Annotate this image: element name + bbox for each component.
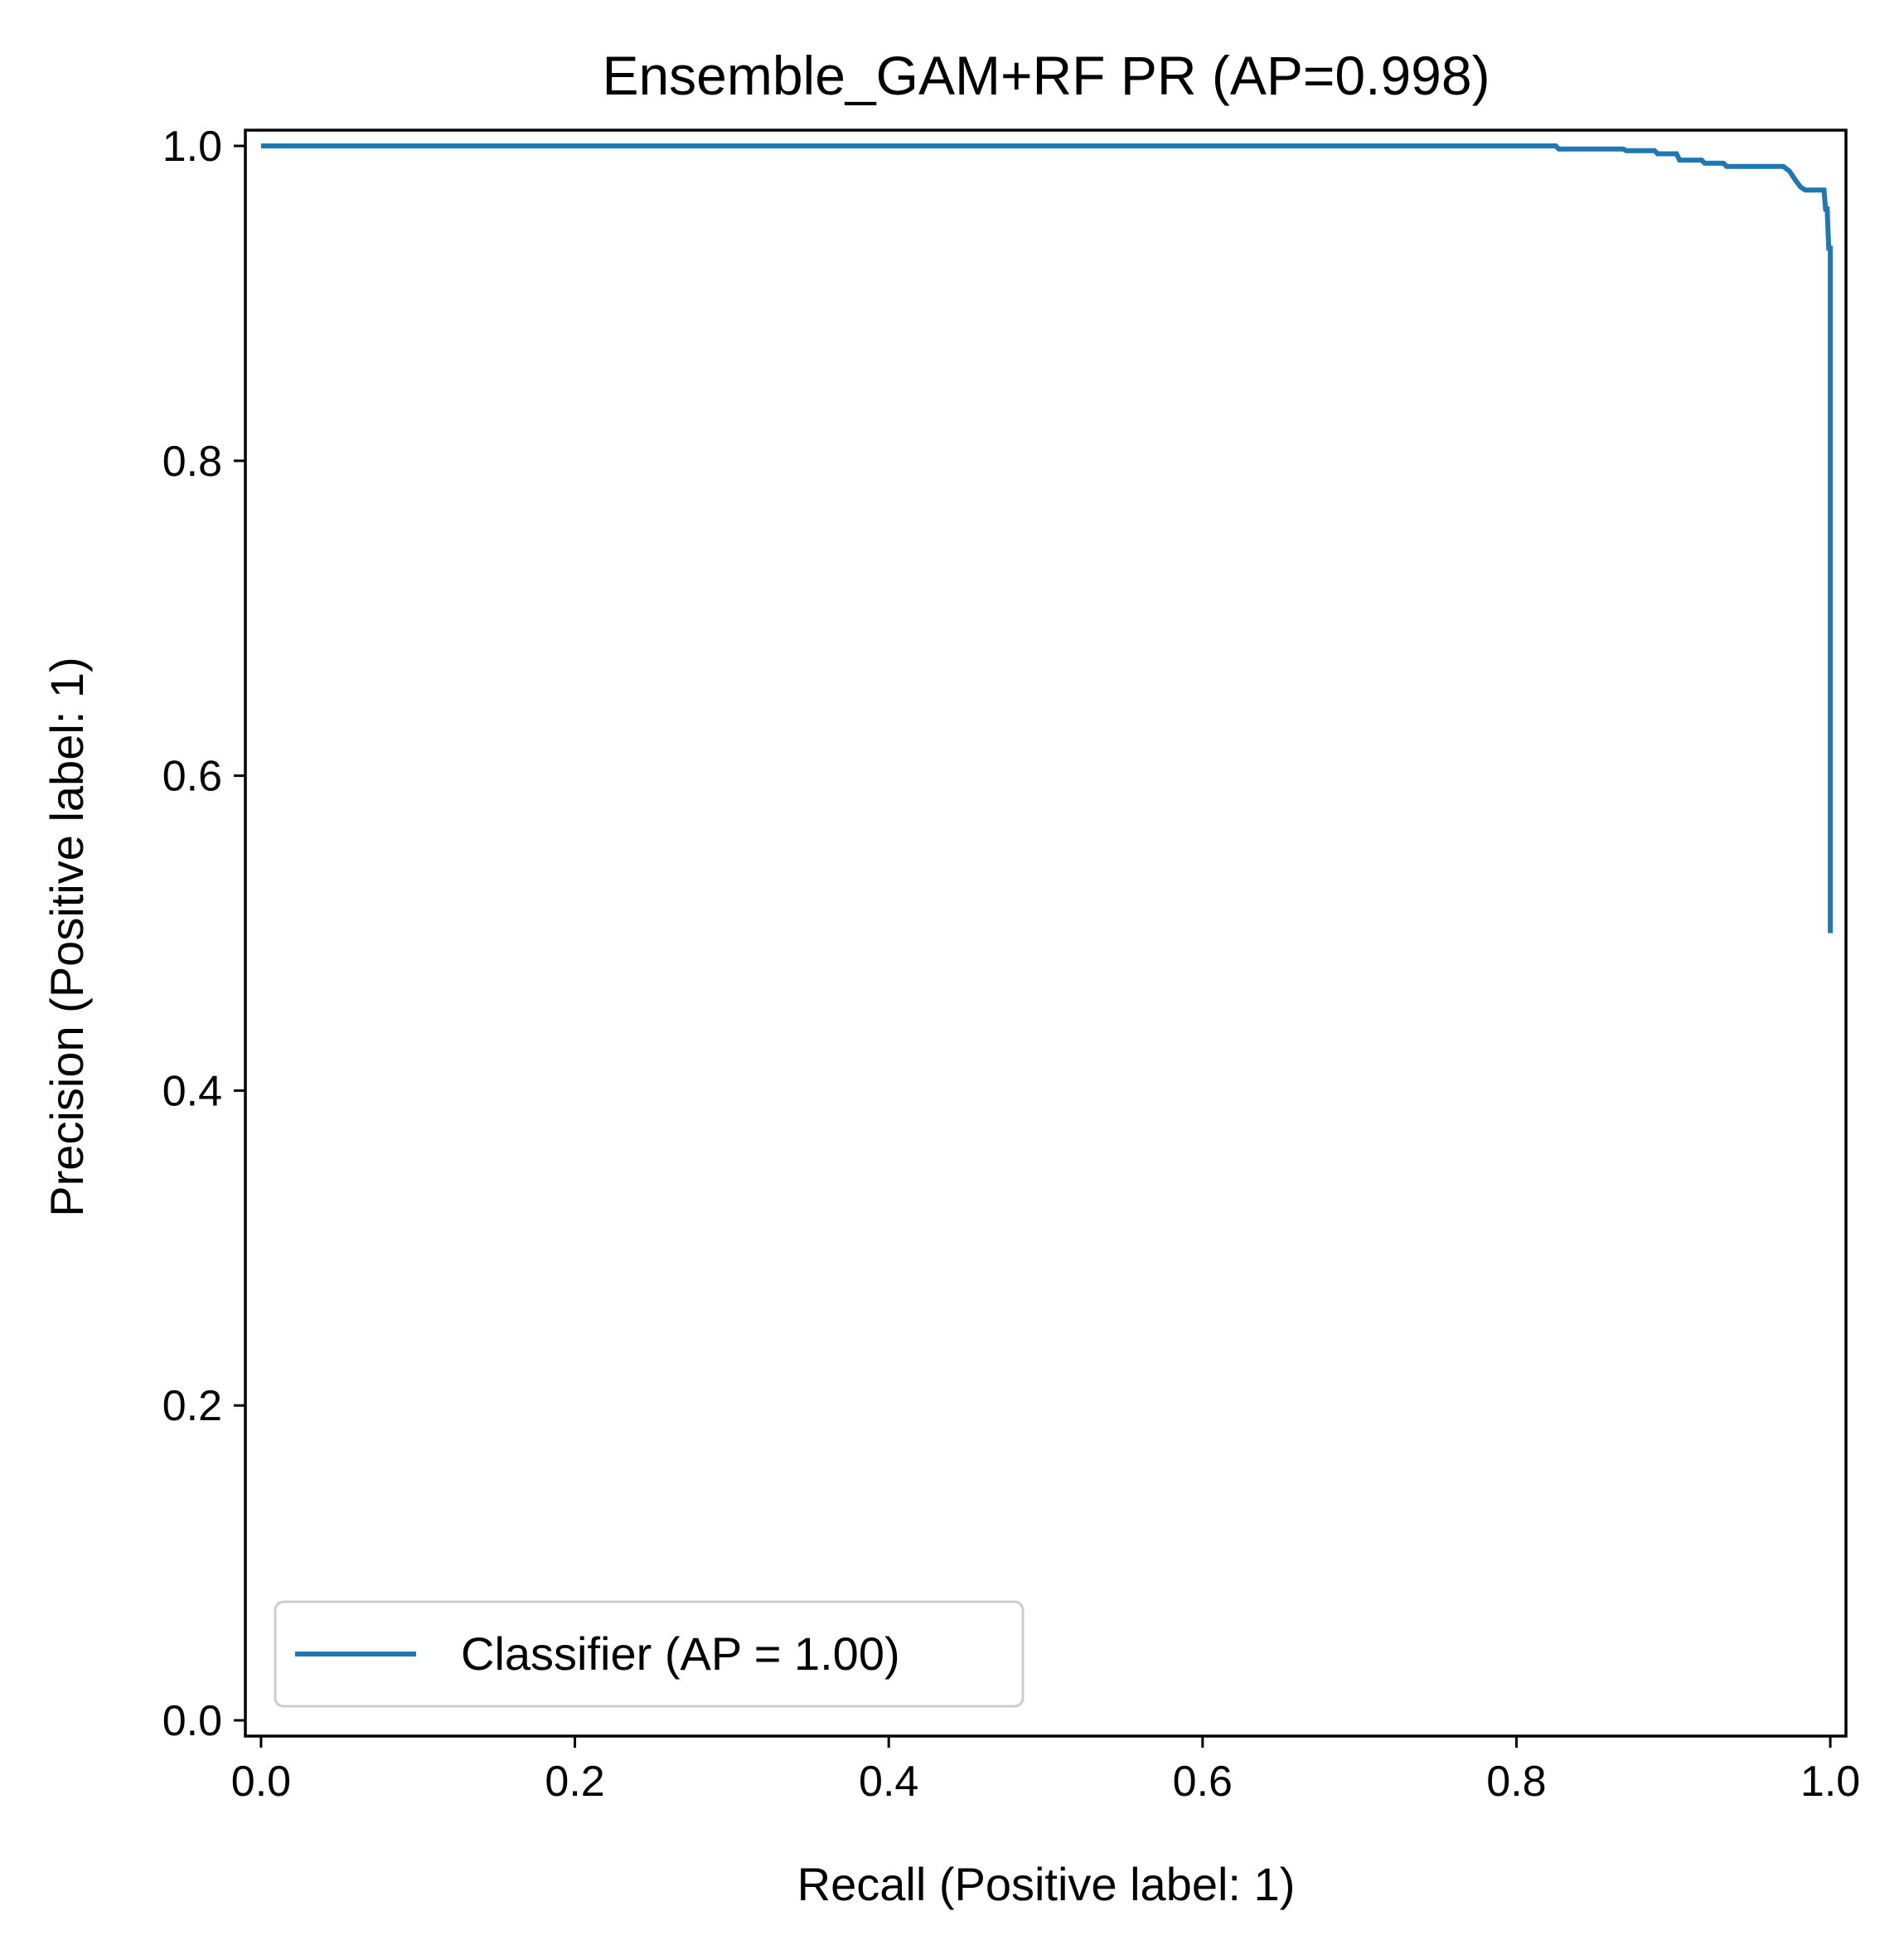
y-tick-label: 0.4 [162,1067,222,1115]
plot-frame [244,129,1848,1738]
y-tick-label: 0.2 [162,1382,222,1430]
x-tick-label: 0.2 [545,1758,604,1806]
legend-entry-label: Classifier (AP = 1.00) [461,1627,900,1680]
y-tick-label: 0.0 [162,1697,222,1745]
chart-title: Ensemble_GAM+RF PR (AP=0.998) [602,45,1490,106]
y-tick-label: 1.0 [162,123,222,171]
plot-area: 0.0 0.2 0.4 0.6 0.8 1.0 0.0 0.2 0.4 0.6 0.8 1.0 [162,123,1861,1806]
x-tick-label: 1.0 [1800,1758,1860,1806]
x-axis-label: Recall (Positive label: 1) [797,1858,1296,1910]
x-tick-label: 0.4 [859,1758,918,1806]
legend-frame [274,1600,1025,1708]
x-tick-label: 0.6 [1173,1758,1233,1806]
x-tick-label: 0.8 [1486,1758,1546,1806]
x-tick-label: 0.0 [231,1758,291,1806]
legend: Classifier (AP = 1.00) [274,1600,1025,1708]
y-tick-label: 0.8 [162,438,222,486]
y-tick-label: 0.6 [162,753,222,801]
series-line-0 [260,143,1834,934]
y-axis-label: Precision (Positive label: 1) [41,657,93,1216]
